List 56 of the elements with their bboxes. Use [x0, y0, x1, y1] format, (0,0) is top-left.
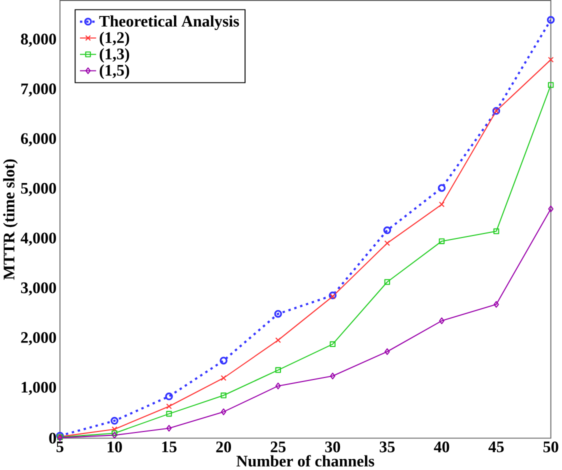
point: [220, 392, 226, 398]
point: [384, 279, 390, 286]
y-tick-label: 7,000: [21, 84, 56, 97]
point: [112, 430, 118, 436]
point: [220, 375, 226, 381]
point: [384, 348, 390, 356]
point: [166, 425, 172, 432]
x-tick-label: 45: [488, 442, 504, 452]
point: [166, 404, 172, 410]
x-tick-label: 40: [434, 442, 450, 453]
x-tick-label: 10: [108, 442, 122, 453]
point: [220, 356, 228, 365]
y-tick-label: 0: [49, 432, 56, 444]
point: [493, 228, 500, 234]
x-tick-label: 30: [325, 442, 340, 453]
point: [165, 392, 173, 400]
y-tick-label: 1,000: [22, 382, 56, 396]
point: [330, 372, 336, 380]
point: [112, 426, 118, 432]
point: [383, 226, 392, 234]
point: [110, 417, 118, 425]
point: [438, 184, 446, 192]
x-tick-label: 5: [56, 442, 64, 452]
point: [220, 408, 226, 416]
legend-label: (1,3): [100, 48, 130, 63]
point: [438, 238, 445, 244]
y-tick-label: 5,000: [21, 183, 56, 196]
x-tick-label: 25: [270, 442, 286, 452]
x-tick-label: 50: [543, 442, 558, 453]
point: [275, 337, 281, 344]
legend-label: Theoretical Analysis: [99, 16, 239, 30]
point: [384, 240, 390, 246]
point: [438, 202, 445, 208]
legend-label: (1,5): [100, 64, 130, 80]
x-tick-label: 20: [216, 442, 231, 453]
point: [546, 16, 555, 24]
y-tick-label: 8,000: [20, 34, 56, 47]
y-tick-label: 6,000: [20, 133, 56, 146]
point: [112, 432, 118, 439]
point: [166, 411, 172, 417]
point: [275, 382, 281, 390]
x-tick-label: 15: [162, 442, 176, 452]
point: [548, 56, 554, 63]
y-tick-label: 3,000: [21, 282, 56, 296]
point: [274, 310, 282, 318]
x-axis-title: Number of channels: [236, 455, 374, 467]
point: [439, 318, 444, 324]
y-axis-title: MTTR (time slot): [3, 159, 18, 280]
y-tick-label: 2,000: [21, 332, 56, 346]
point: [548, 82, 554, 88]
point: [275, 367, 281, 374]
point: [494, 301, 499, 308]
y-tick-label: 4,000: [20, 232, 56, 246]
point: [330, 341, 336, 348]
legend-label: (1,2): [100, 32, 130, 46]
x-tick-label: 35: [380, 442, 395, 452]
